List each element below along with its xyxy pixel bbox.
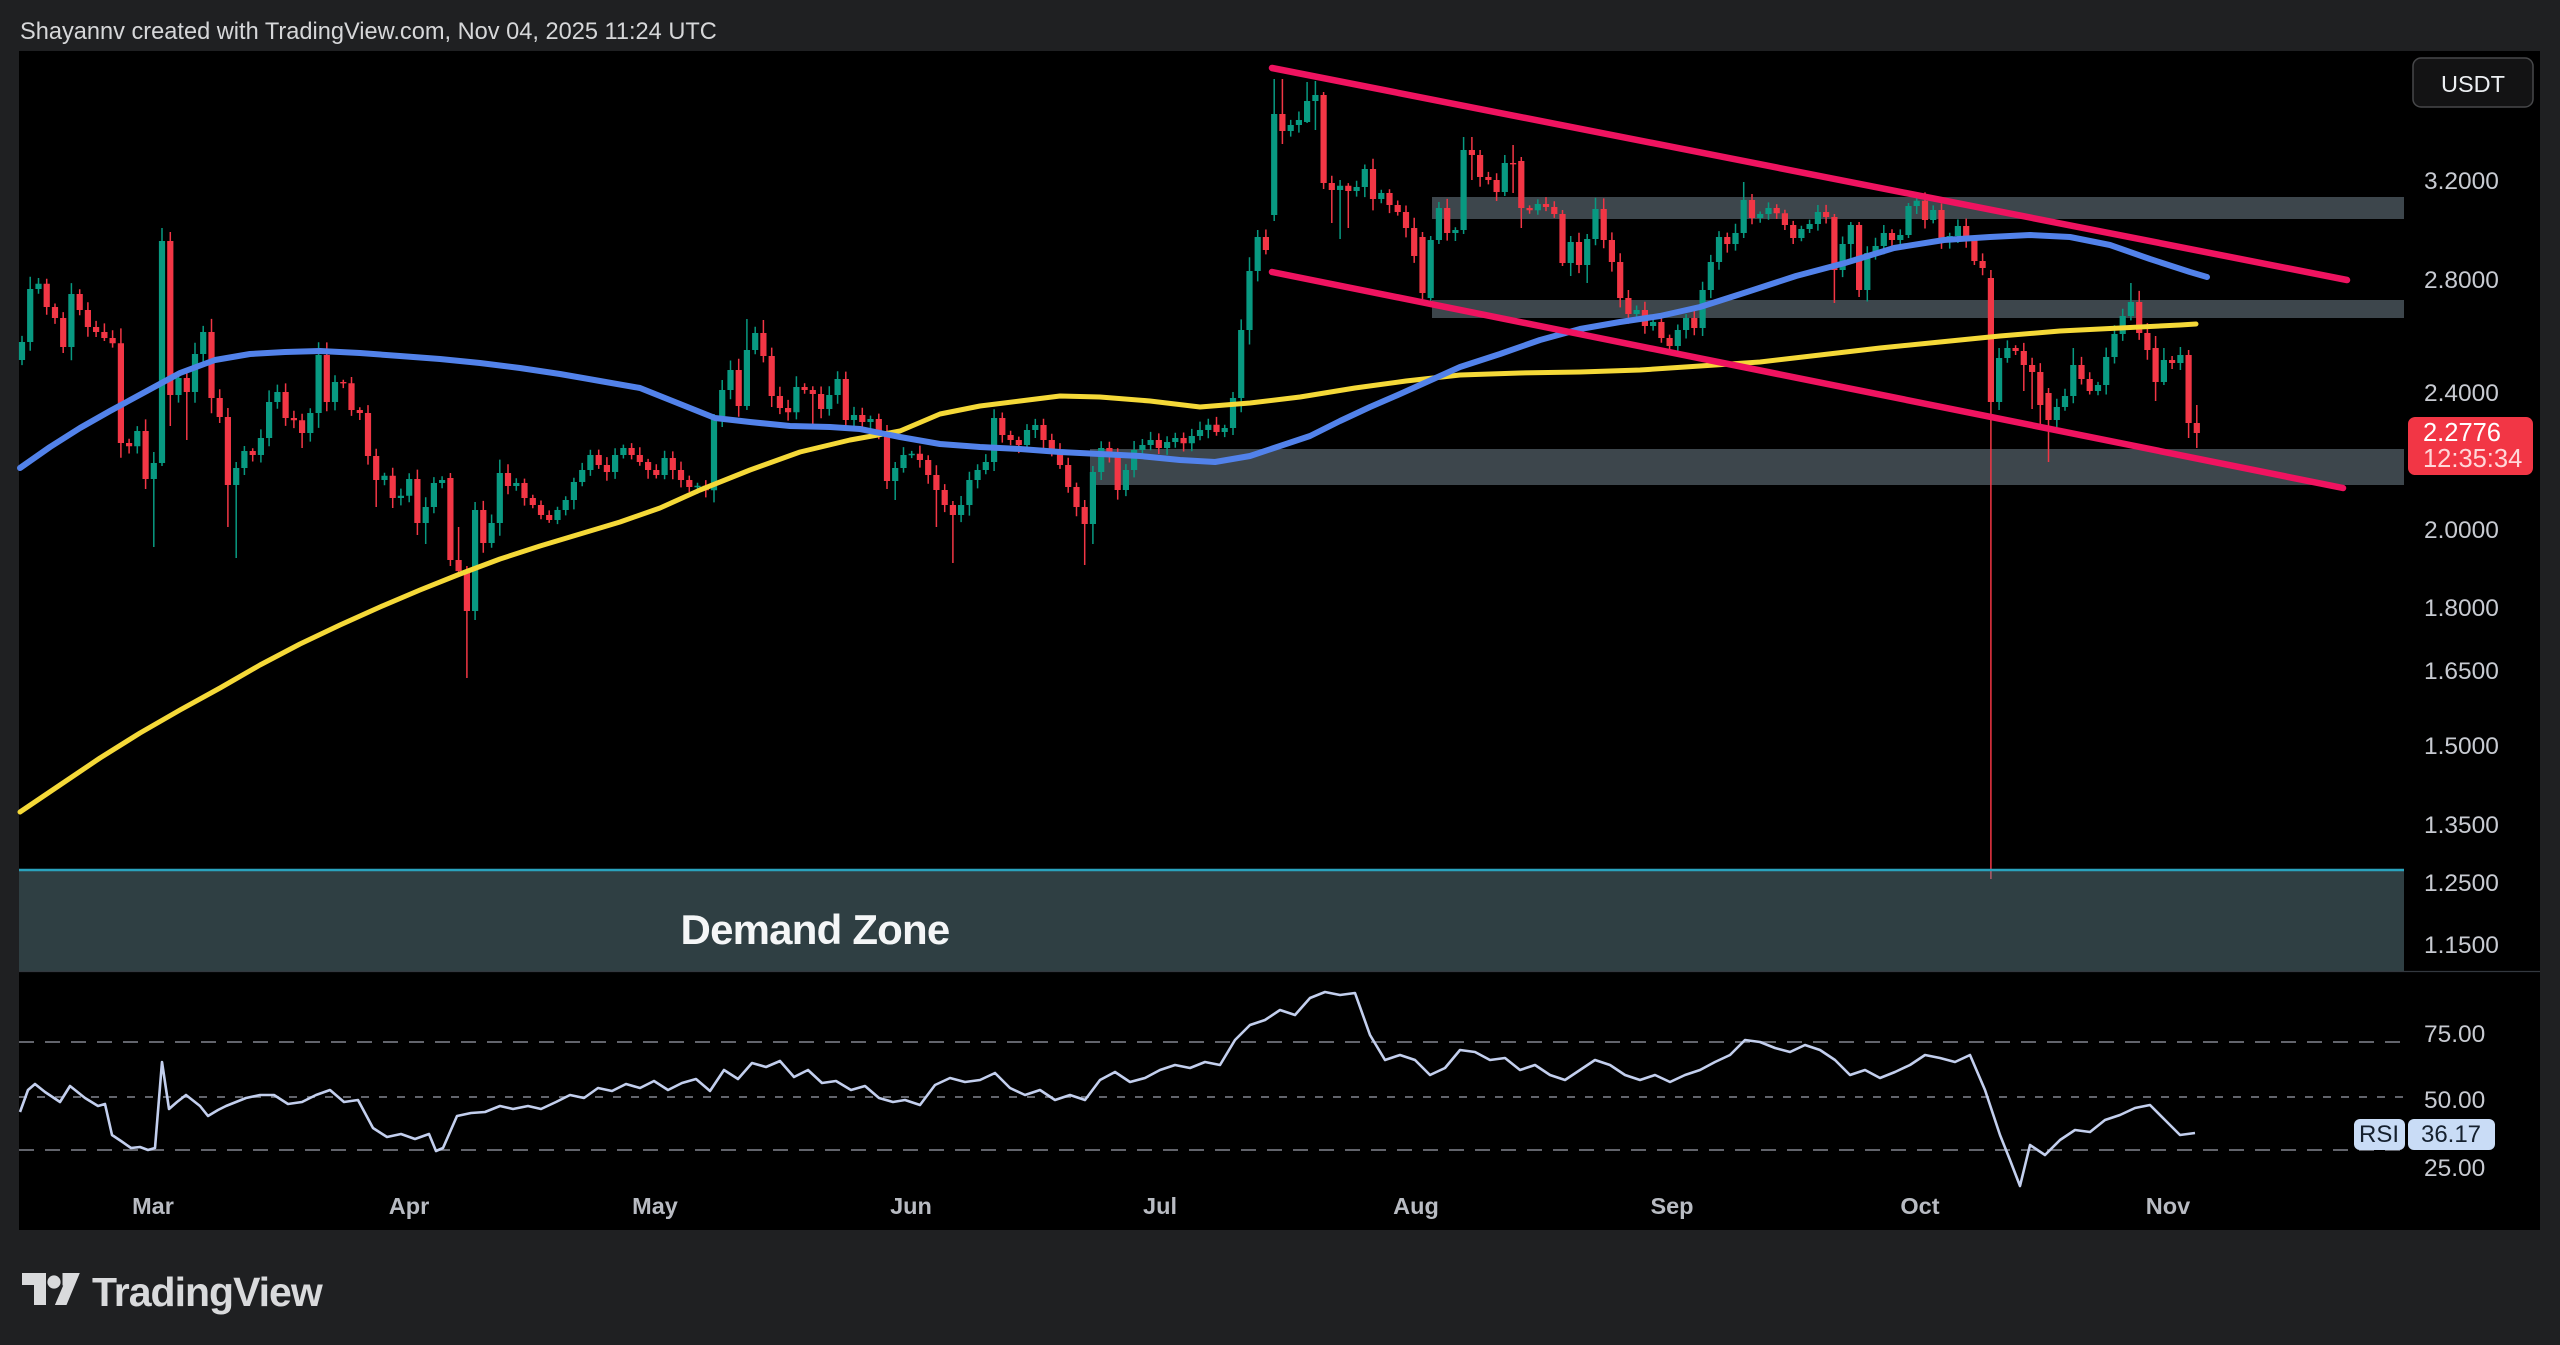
svg-text:USDT: USDT bbox=[2441, 71, 2505, 97]
svg-text:Mar: Mar bbox=[132, 1193, 174, 1219]
svg-text:12:35:34: 12:35:34 bbox=[2423, 445, 2522, 473]
svg-text:1.8000: 1.8000 bbox=[2424, 595, 2499, 622]
svg-text:Aug: Aug bbox=[1393, 1193, 1439, 1219]
svg-text:1.5000: 1.5000 bbox=[2424, 733, 2499, 760]
svg-text:36.17: 36.17 bbox=[2421, 1121, 2481, 1148]
svg-text:May: May bbox=[632, 1193, 678, 1219]
svg-text:2.4000: 2.4000 bbox=[2424, 380, 2499, 407]
svg-text:1.6500: 1.6500 bbox=[2424, 658, 2499, 685]
svg-text:Nov: Nov bbox=[2146, 1193, 2190, 1219]
svg-text:1.3500: 1.3500 bbox=[2424, 812, 2499, 839]
svg-text:Apr: Apr bbox=[389, 1193, 429, 1219]
svg-text:3.2000: 3.2000 bbox=[2424, 168, 2499, 195]
svg-text:Demand Zone: Demand Zone bbox=[681, 906, 950, 953]
svg-text:Jul: Jul bbox=[1143, 1193, 1177, 1219]
svg-text:RSI: RSI bbox=[2359, 1121, 2399, 1148]
svg-text:25.00: 25.00 bbox=[2424, 1155, 2485, 1182]
svg-text:75.00: 75.00 bbox=[2424, 1021, 2485, 1048]
svg-text:2.0000: 2.0000 bbox=[2424, 517, 2499, 544]
svg-text:50.00: 50.00 bbox=[2424, 1087, 2485, 1114]
svg-text:TradingView: TradingView bbox=[92, 1269, 323, 1315]
svg-text:1.2500: 1.2500 bbox=[2424, 870, 2499, 897]
svg-text:Oct: Oct bbox=[1900, 1193, 1939, 1219]
svg-text:Jun: Jun bbox=[890, 1193, 932, 1219]
svg-text:Sep: Sep bbox=[1650, 1193, 1693, 1219]
svg-text:1.1500: 1.1500 bbox=[2424, 932, 2499, 959]
svg-text:2.8000: 2.8000 bbox=[2424, 267, 2499, 294]
svg-text:2.2776: 2.2776 bbox=[2423, 419, 2501, 447]
svg-text:Shayannv created with TradingV: Shayannv created with TradingView.com, N… bbox=[20, 19, 717, 45]
